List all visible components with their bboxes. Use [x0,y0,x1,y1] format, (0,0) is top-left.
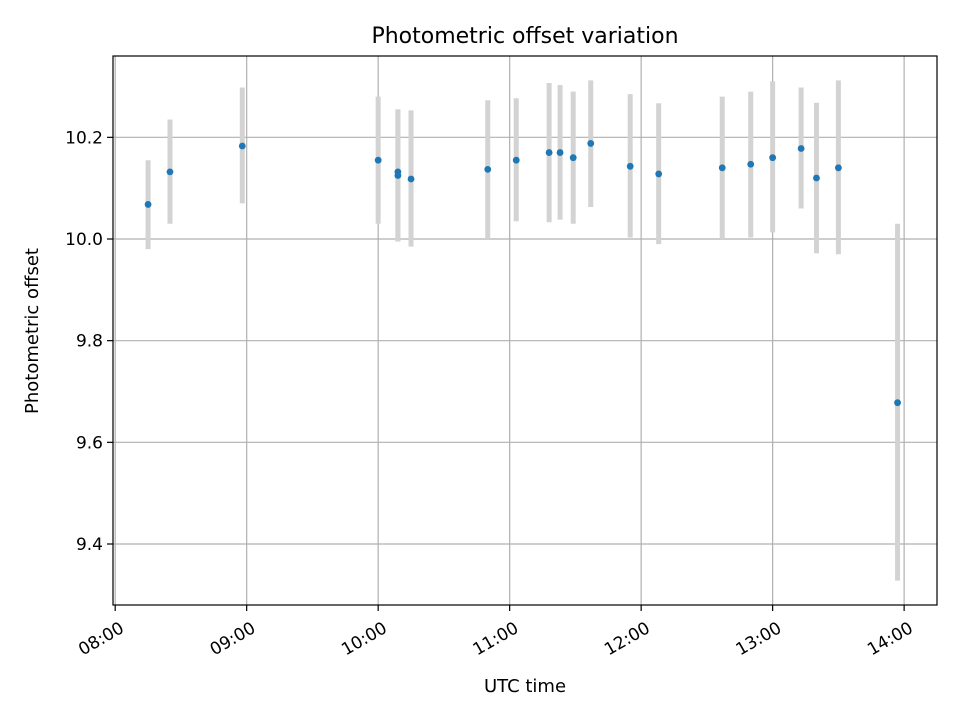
y-tick-label: 10.2 [65,128,103,148]
data-point [626,162,634,170]
x-tick-label: 13:00 [733,618,785,660]
chart-title: Photometric offset variation [371,24,678,49]
x-tick-label: 10:00 [338,618,390,660]
y-axis-label: Photometric offset [22,248,43,414]
data-point [545,149,553,156]
x-tick-label: 11:00 [470,618,522,660]
data-point [655,170,663,178]
x-axis-label: UTC time [484,676,566,697]
x-tick-label: 09:00 [207,618,259,660]
data-point [747,160,755,168]
data-point [797,145,805,152]
data-point [569,154,577,162]
data-point [718,164,726,172]
y-tick-label: 9.8 [76,332,103,352]
plot-frame [112,55,938,606]
data-point [769,154,777,162]
x-tick-label: 08:00 [75,618,127,660]
data-point [166,168,174,176]
data-point [374,156,382,164]
data-point [394,172,402,179]
data-point [813,174,820,182]
data-point [894,399,901,407]
data-point [556,149,564,156]
errorbar-layer [145,80,901,581]
y-tick-label: 10.0 [65,230,103,250]
y-tick-label: 9.4 [76,535,103,555]
data-point [587,140,595,147]
data-point [407,175,415,183]
point-layer [144,140,901,407]
data-point [512,156,520,164]
x-tick-label: 12:00 [601,618,653,660]
x-tick-label: 14:00 [864,618,916,660]
grid-layer [113,56,937,605]
y-tick-label: 9.6 [76,433,103,453]
data-point [484,165,492,173]
tick-layer: 08:00 09:00 10:00 11:00 12:00 13:00 14:00 9.4 9.… [65,128,916,660]
data-point [834,164,842,172]
data-point [144,201,152,208]
data-point [238,142,246,150]
